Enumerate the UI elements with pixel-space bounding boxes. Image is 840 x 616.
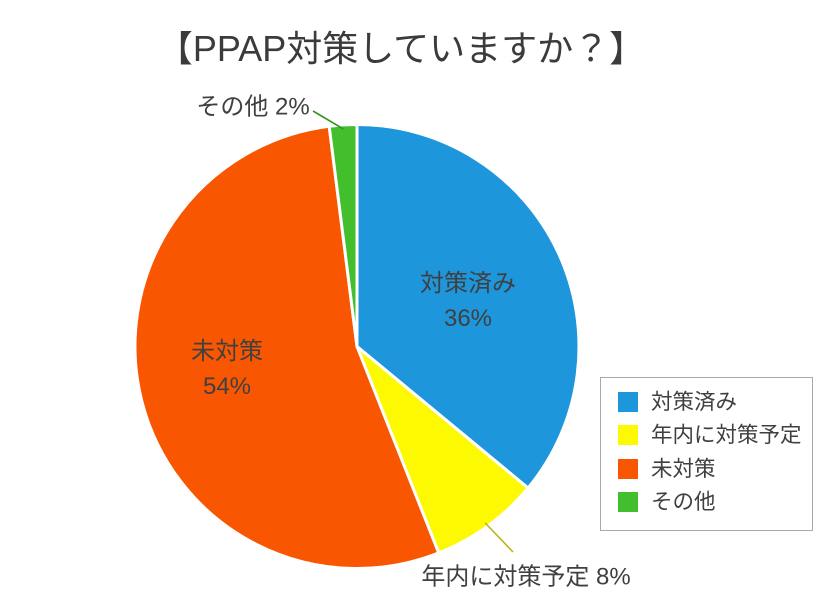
pie-slice-0 (355, 123, 581, 490)
data-label-category: 未対策 (191, 338, 263, 365)
legend-swatch-green (618, 492, 638, 513)
legend-swatch-blue (618, 391, 638, 412)
data-label-category: その他 (196, 93, 269, 121)
leader-line-1 (484, 522, 514, 553)
data-label-value: 8% (595, 563, 631, 591)
chart-title: 【PPAP対策していますか？】 (156, 28, 646, 69)
legend-item-taisaku-zumi: 対策済み (618, 385, 812, 419)
data-label-value: 54% (202, 373, 252, 400)
data-label-taisaku-zumi: 対策済み 36% (420, 266, 516, 336)
legend-item-nennai: 年内に対策予定 (618, 419, 812, 453)
legend-swatch-orange (618, 458, 638, 479)
legend-swatch-yellow (618, 425, 638, 446)
legend-item-sonota: その他 (618, 486, 812, 520)
data-label-value: 36% (443, 305, 493, 332)
data-label-category: 年内に対策予定 (421, 563, 590, 591)
data-label-value: 2% (274, 93, 310, 121)
data-label-sonota: その他 2% (196, 90, 309, 125)
chart-legend: 対策済み 年内に対策予定 未対策 その他 (600, 377, 813, 531)
legend-label: 対策済み (651, 389, 738, 414)
legend-label: 未対策 (651, 456, 716, 481)
pie-slice-2 (133, 124, 441, 570)
legend-item-mitaisaku: 未対策 (618, 452, 812, 486)
leader-line-3 (312, 110, 344, 130)
data-label-nennai: 年内に対策予定 8% (421, 560, 630, 595)
legend-label: その他 (651, 490, 716, 515)
data-label-mitaisaku: 未対策 54% (191, 334, 263, 404)
legend-label: 年内に対策予定 (651, 423, 802, 448)
data-label-category: 対策済み (420, 270, 516, 297)
pie-slice-3 (327, 123, 359, 348)
